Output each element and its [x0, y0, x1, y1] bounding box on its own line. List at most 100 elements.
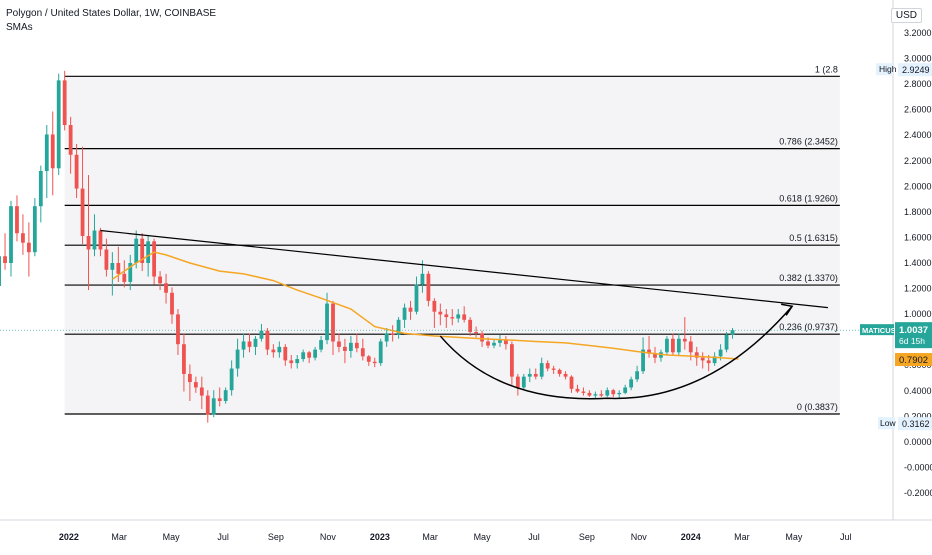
candle-body: [688, 341, 693, 353]
candle-body: [372, 361, 377, 364]
candle-body: [730, 330, 735, 335]
candle-body: [86, 235, 91, 250]
candle-body: [599, 394, 604, 396]
candle-body: [700, 357, 705, 361]
candle-body: [241, 341, 246, 350]
candle-body: [712, 356, 717, 364]
candle-body: [313, 349, 318, 358]
candle-body: [724, 334, 729, 350]
y-tick-label: 2.4000: [904, 130, 932, 140]
sma-line: [111, 251, 739, 360]
x-tick-label: Sep: [268, 532, 284, 542]
x-tick-label: Nov: [320, 532, 337, 542]
candle-body: [665, 338, 669, 353]
candle-body: [0, 256, 1, 286]
candle-body: [509, 344, 514, 377]
candle-body: [176, 314, 180, 345]
x-tick-label: Jul: [528, 532, 540, 542]
candle-body: [563, 373, 568, 377]
currency-button[interactable]: USD: [890, 8, 922, 23]
x-tick-label: Mar: [422, 532, 438, 542]
candle-body: [182, 344, 186, 374]
candle-body: [366, 356, 371, 362]
candle-body: [104, 249, 109, 270]
candle-body: [193, 382, 198, 388]
high-badge-value: 2.9249: [902, 65, 930, 75]
candle-body: [706, 360, 711, 364]
candle-body: [337, 341, 341, 347]
sma-badge: [895, 353, 932, 367]
candle-body: [575, 388, 580, 392]
candle-body: [360, 348, 365, 357]
y-tick-label: 1.2000: [904, 284, 932, 294]
candle-body: [533, 373, 538, 377]
drawings: [100, 229, 828, 400]
candle-body: [474, 332, 479, 334]
y-tick-label: 2.0000: [904, 181, 932, 191]
high-tag-label: High: [879, 64, 897, 74]
candle-body: [378, 341, 383, 364]
sma-line: [111, 251, 739, 360]
candle-body: [456, 314, 461, 319]
fib-level-label: 0.382 (1.3370): [779, 273, 838, 283]
candles: [0, 70, 735, 423]
candle-body: [551, 368, 556, 370]
candle-body: [44, 134, 49, 171]
chart-title: Polygon / United States Dollar, 1W, COIN…: [6, 8, 217, 19]
candle-body: [26, 242, 31, 253]
y-tick-label: 3.0000: [904, 54, 932, 64]
y-tick-label: 0.4000: [904, 386, 932, 396]
x-tick-label: 2022: [59, 532, 79, 542]
candle-body: [694, 352, 699, 358]
candle-body: [408, 307, 413, 312]
fib-band: [64, 76, 840, 149]
x-tick-label: Jul: [840, 532, 852, 542]
indicator-label[interactable]: SMAs: [6, 22, 33, 33]
candle-body: [647, 349, 651, 354]
candle-body: [450, 317, 455, 319]
low-tag: [878, 417, 895, 430]
candle-body: [259, 330, 264, 339]
candle-body: [486, 341, 490, 346]
candle-body: [432, 300, 437, 312]
candle-body: [718, 349, 723, 357]
x-tick-label: Jul: [217, 532, 229, 542]
candle-body: [122, 273, 127, 282]
x-tick-label: Nov: [631, 532, 648, 542]
candle-body: [343, 346, 347, 351]
candle-body: [110, 263, 115, 270]
candle-body: [205, 395, 210, 415]
x-tick-label: May: [785, 532, 803, 542]
candle-body: [158, 276, 162, 284]
cup-curve: [439, 305, 793, 400]
fib-band: [64, 148, 840, 206]
candle-body: [146, 241, 151, 263]
y-tick-label: 2.8000: [904, 79, 932, 89]
candle-body: [670, 338, 675, 353]
candle-body: [354, 342, 359, 349]
arrow-head: [781, 303, 794, 316]
candle-body: [50, 134, 55, 169]
candle-body: [289, 360, 294, 364]
candle-body: [68, 125, 73, 155]
x-tick-label: 2023: [370, 532, 390, 542]
candle-body: [617, 392, 622, 395]
high-tag: [876, 63, 893, 76]
fib-band: [64, 245, 840, 286]
candle-body: [277, 346, 282, 353]
candle-body: [468, 319, 473, 332]
candle-body: [635, 371, 640, 380]
candle-body: [420, 273, 425, 285]
fib-lines: 1 (2.8 0.786 (2.3452) 0.618 (1.9260) 0.5 (1…: [64, 64, 840, 415]
candle-body: [611, 390, 616, 395]
candle-body: [581, 391, 586, 393]
candle-body: [325, 303, 329, 341]
last-price-badge: [895, 322, 932, 349]
x-tick-label: Sep: [579, 532, 595, 542]
candle-body: [605, 390, 610, 396]
candle-body: [462, 314, 467, 320]
